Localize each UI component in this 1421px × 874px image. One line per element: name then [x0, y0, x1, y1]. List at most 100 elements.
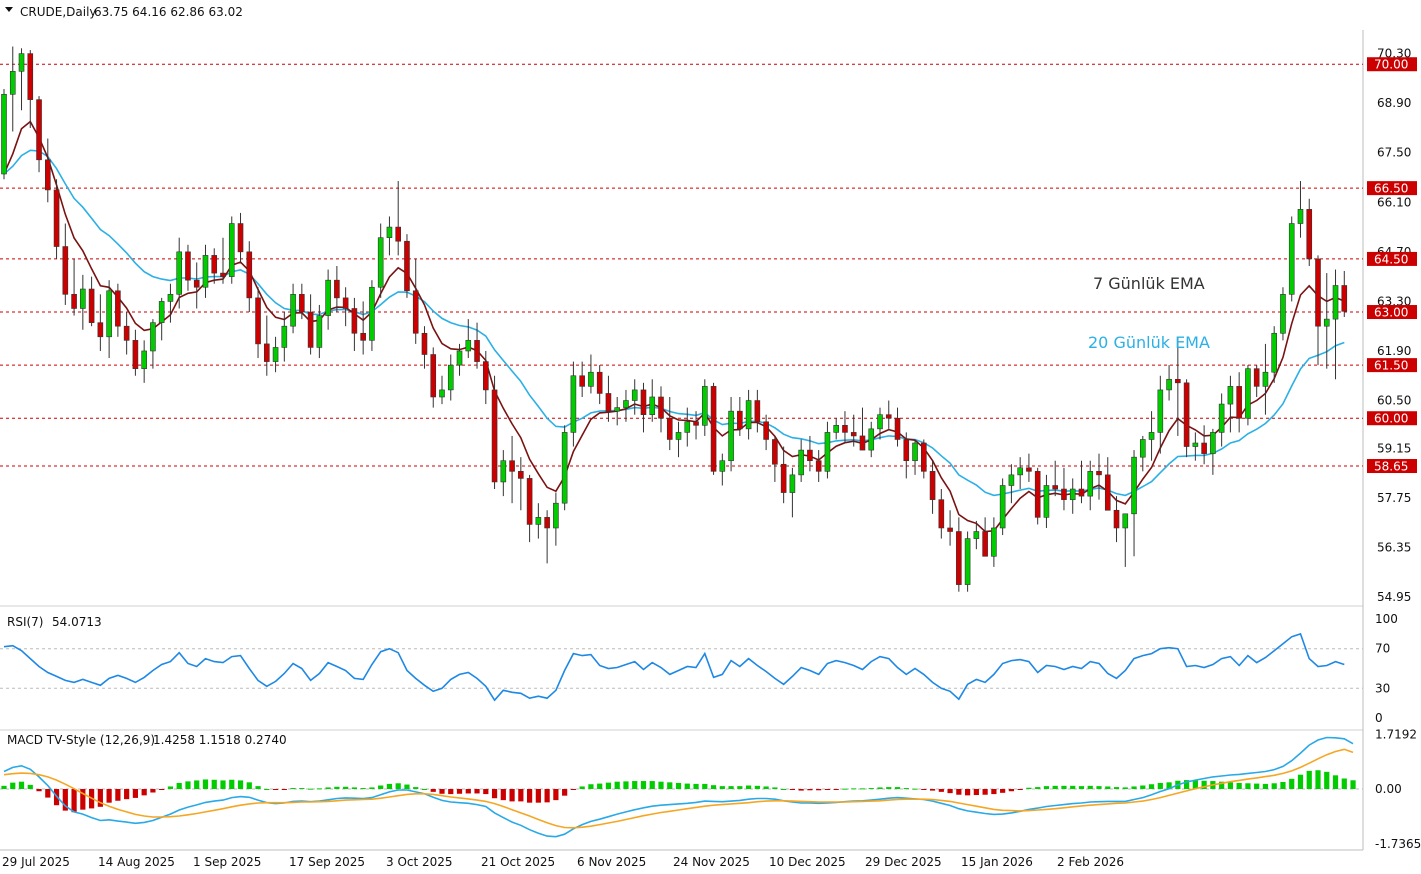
- level-price-box: [1367, 57, 1417, 72]
- candle: [88, 276, 95, 327]
- candle: [193, 262, 200, 309]
- candle: [956, 517, 962, 592]
- level-price-label: 66.50: [1374, 182, 1408, 196]
- price-tick-label: 59.15: [1377, 441, 1411, 455]
- rsi-tick-label: 0: [1375, 711, 1383, 725]
- macd-histogram-bar: [211, 779, 217, 789]
- macd-histogram-bar: [141, 789, 147, 796]
- candle: [430, 347, 437, 408]
- date-tick-label: 14 Aug 2025: [98, 855, 175, 869]
- candle: [1131, 450, 1137, 557]
- macd-histogram-bar: [640, 781, 647, 789]
- candle: [167, 283, 174, 323]
- candle: [1227, 375, 1234, 433]
- candle: [53, 179, 60, 259]
- candle: [728, 396, 734, 472]
- candle: [535, 503, 542, 539]
- macd-histogram-bar: [1, 785, 7, 789]
- macd-histogram-bar: [824, 789, 831, 790]
- candle: [491, 375, 498, 490]
- date-tick-label: 6 Nov 2025: [577, 855, 646, 869]
- candle: [395, 181, 402, 256]
- macd-histogram-bar: [991, 789, 997, 795]
- macd-histogram-bar: [1254, 783, 1260, 789]
- macd-histogram-bar: [1078, 786, 1085, 789]
- level-price-box: [1367, 358, 1417, 373]
- candle: [807, 435, 813, 472]
- macd-histogram-bar: [710, 785, 717, 789]
- candle: [1236, 372, 1242, 433]
- macd-histogram-bar: [10, 782, 16, 789]
- candle: [763, 414, 769, 451]
- candle: [369, 280, 375, 351]
- date-tick-label: 2 Feb 2026: [1057, 855, 1124, 869]
- candle: [1192, 432, 1199, 461]
- candle: [150, 319, 156, 369]
- candle: [1034, 467, 1041, 525]
- macd-histogram-bar: [351, 787, 357, 789]
- candle: [106, 280, 112, 359]
- rsi-value: 54.0713: [52, 615, 102, 629]
- candle: [1078, 460, 1085, 504]
- macd-histogram-bar: [369, 787, 375, 789]
- candle: [255, 287, 261, 359]
- rsi-tick-label: 70: [1375, 642, 1390, 656]
- ema7-line: [3, 120, 1345, 533]
- macd-histogram-bar: [816, 789, 822, 791]
- candle: [789, 467, 796, 518]
- candle: [132, 329, 139, 376]
- candle: [80, 274, 86, 330]
- macd-histogram-bar: [404, 784, 410, 789]
- macd-histogram-bar: [1315, 770, 1321, 789]
- candle: [1, 89, 7, 180]
- macd-line: [3, 736, 1354, 838]
- candle: [237, 212, 244, 263]
- candle: [185, 244, 191, 291]
- macd-histogram-bar: [1061, 785, 1067, 789]
- candle: [1104, 457, 1111, 511]
- macd-histogram-bar: [667, 782, 673, 789]
- candle: [991, 517, 997, 567]
- candle: [912, 439, 918, 475]
- macd-histogram-bar: [1122, 787, 1128, 789]
- rsi-title: RSI(7) 54.0713: [7, 615, 102, 629]
- macd-histogram-bar: [868, 788, 874, 790]
- candle: [1052, 460, 1058, 497]
- candle: [482, 350, 489, 405]
- date-tick-label: 29 Dec 2025: [865, 855, 942, 869]
- macd-histogram-bar: [124, 789, 130, 800]
- dropdown-triangle-icon[interactable]: [5, 7, 13, 12]
- macd-histogram-bar: [176, 782, 182, 789]
- candle: [1218, 393, 1225, 447]
- date-tick-label: 24 Nov 2025: [673, 855, 750, 869]
- candle: [1166, 365, 1172, 401]
- price-tick-label: 68.90: [1377, 96, 1411, 110]
- ema20-line: [3, 149, 1345, 497]
- candle: [868, 421, 875, 458]
- candle: [631, 379, 638, 415]
- candle: [859, 407, 866, 451]
- candle: [1253, 365, 1260, 397]
- macd-histogram-bar: [115, 789, 121, 801]
- macd-histogram-bar: [1350, 780, 1356, 789]
- macd-histogram-bar: [185, 781, 191, 789]
- candle: [894, 407, 901, 447]
- candle: [386, 216, 393, 256]
- macd-histogram-bar: [535, 789, 541, 803]
- macd-histogram-bar: [430, 789, 436, 792]
- macd-histogram-bar: [929, 789, 936, 791]
- candle: [693, 411, 699, 440]
- candle: [1157, 375, 1164, 454]
- macd-histogram-bar: [159, 789, 165, 790]
- candle: [842, 411, 848, 444]
- macd-histogram-bar: [623, 781, 629, 789]
- rsi-panel: [0, 632, 1363, 702]
- macd-histogram-bar: [982, 789, 988, 795]
- candle: [44, 138, 51, 203]
- macd-histogram-bar: [772, 787, 778, 789]
- candle: [1280, 287, 1286, 341]
- macd-histogram-bar: [1332, 775, 1339, 789]
- macd-histogram-bar: [1157, 782, 1163, 789]
- candle: [588, 354, 594, 394]
